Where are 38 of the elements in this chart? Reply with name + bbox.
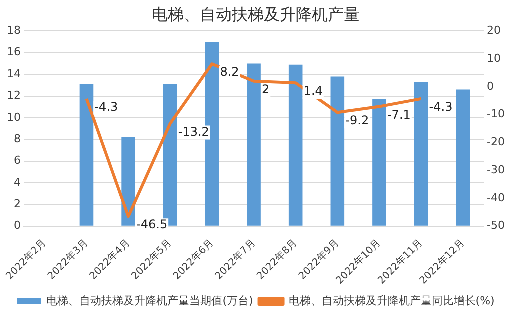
data-label: -7.1 [387, 108, 411, 122]
bar [456, 90, 470, 226]
data-label: -4.3 [94, 100, 118, 114]
y2-tick-label: -20 [487, 136, 505, 149]
data-label: 2 [262, 82, 270, 97]
y2-tick-label: -50 [487, 219, 505, 232]
bar [122, 137, 136, 226]
bar [414, 82, 428, 226]
data-label: -4.3 [429, 100, 453, 114]
bar [330, 76, 345, 226]
bar [372, 100, 386, 226]
chart-title: 电梯、自动扶梯及升降机产量 [152, 4, 360, 24]
data-label: -13.2 [178, 124, 210, 139]
data-label: -9.2 [346, 114, 370, 128]
y2-tick-label: 0 [487, 80, 494, 93]
bar [288, 64, 303, 226]
data-label: 1.4 [304, 84, 323, 98]
bar [80, 84, 94, 226]
data-label: 8.2 [220, 65, 240, 80]
y-tick-label: 8 [14, 132, 21, 146]
y2-tick-label: -30 [487, 163, 505, 176]
y2-tick-label: 20 [487, 24, 502, 38]
legend-label: 电梯、自动扶梯及升降机产量同比增长(%) [288, 294, 495, 308]
y2-tick-label: -10 [487, 108, 505, 121]
legend-label: 电梯、自动扶梯及升降机产量当期值(万台) [46, 294, 254, 308]
data-label: -46.5 [136, 218, 168, 232]
y-tick-label: 6 [14, 154, 21, 168]
y-tick-label: 10 [6, 110, 21, 124]
y-tick-label: 0 [14, 219, 21, 232]
y-tick-label: 18 [6, 24, 21, 38]
y-tick-label: 4 [14, 176, 21, 189]
y-tick-label: 14 [6, 67, 21, 80]
bar [247, 64, 261, 226]
y-tick-label: 16 [6, 46, 21, 59]
y2-tick-label: -40 [487, 191, 505, 204]
y-tick-label: 2 [14, 198, 21, 211]
y-tick-label: 12 [6, 89, 21, 102]
y2-tick-label: 10 [487, 52, 502, 65]
